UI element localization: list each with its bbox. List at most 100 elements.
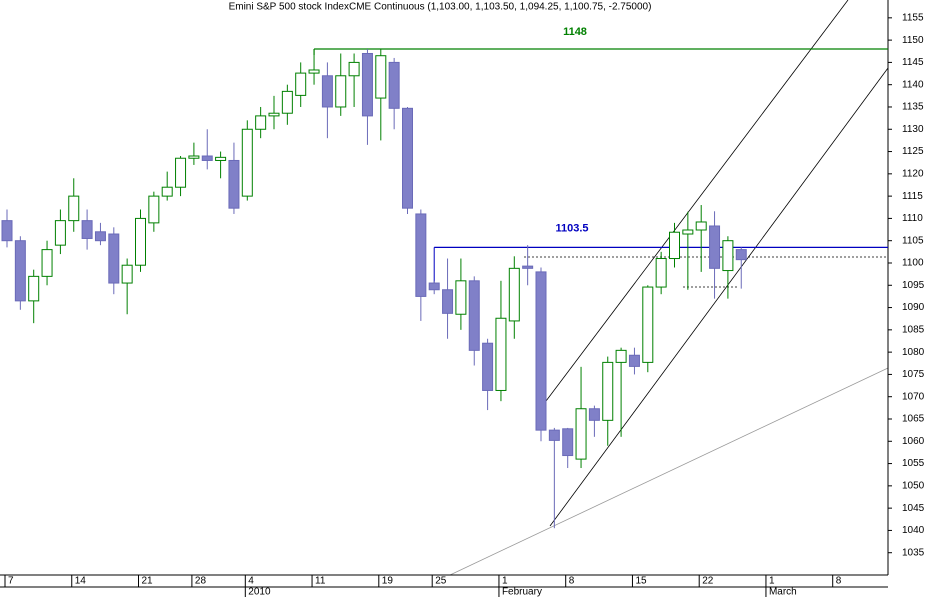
candle-body [41,249,53,277]
candle-body [1,220,13,242]
candle-body [522,265,534,269]
chart-title: Emini S&P 500 stock IndexCME Continuous … [229,2,652,13]
x-tick-label: 14 [75,576,87,587]
candle-body [54,220,66,246]
candle-body [588,408,600,421]
candle-body [628,354,640,367]
candle-body [228,159,240,209]
y-tick-label: 1060 [902,436,925,447]
candle-body [135,217,146,266]
candle-body [161,186,173,197]
period-label: 2010 [248,587,271,597]
x-tick-label: 19 [382,576,394,587]
y-tick-label: 1150 [902,35,924,46]
y-tick-label: 1055 [902,458,925,469]
candle-body [241,128,253,197]
candle-body [321,75,333,108]
candle-body [28,275,40,302]
x-tick-label: 25 [435,576,447,587]
x-tick-label: 28 [195,576,207,587]
candle-body [415,213,427,297]
candle-body [562,428,574,457]
level-label: 1148 [563,26,587,38]
y-tick-label: 1085 [902,324,925,335]
y-tick-label: 1125 [902,146,924,157]
x-tick-label: 4 [248,576,254,587]
y-tick-label: 1080 [902,347,925,358]
candle-body [81,220,93,239]
candle-body [495,317,507,391]
y-tick-label: 1050 [902,480,925,491]
candle-body [215,156,227,161]
candle-body [255,115,267,130]
y-tick-label: 1110 [902,213,923,224]
y-tick-label: 1040 [902,525,925,536]
y-tick-label: 1155 [902,12,924,23]
y-tick-label: 1140 [902,79,924,90]
x-tick-label: 8 [836,576,842,587]
x-tick-label: 7 [8,576,14,587]
candle-body [615,349,627,363]
candle-body [535,271,547,431]
y-tick-label: 1120 [902,168,924,179]
candle-body [335,75,347,108]
y-tick-label: 1045 [902,503,925,514]
level-label: 1103.5 [555,222,588,234]
candle-body [375,55,387,99]
candle-body [482,342,494,391]
y-tick-label: 1105 [902,235,924,246]
long-trendline [449,367,889,576]
candle-body [709,225,721,269]
period-label: March [769,587,797,597]
annotations [449,0,889,576]
candle-body [108,233,120,284]
candle-body [148,195,160,224]
candle-body [348,61,360,77]
candle-body [295,72,307,96]
candle-body [402,107,413,209]
y-tick-label: 1135 [902,102,924,113]
y-tick-label: 1145 [902,57,924,68]
candle-body [188,155,200,159]
candle-body [121,264,133,284]
candle-body [68,195,80,222]
y-tick-label: 1095 [902,280,925,291]
candle-body [442,289,454,314]
candle-body [455,280,467,315]
candle-body [602,361,614,421]
candle-body [575,408,587,460]
candle-body [308,69,320,74]
y-tick-label: 1035 [902,547,925,558]
candle-body [682,229,694,235]
candle-body [508,267,520,322]
candle-body [695,221,707,231]
y-tick-label: 1100 [902,258,924,269]
candle-body [548,429,560,441]
y-tick-label: 1070 [902,391,925,402]
y-tick-label: 1075 [902,369,925,380]
candle-body [642,286,654,363]
x-tick-label: 15 [635,576,647,587]
x-tick-label: 21 [142,576,154,587]
candle-body [268,112,280,117]
candle-body [655,258,667,288]
y-tick-label: 1115 [902,191,923,202]
channel-lower [549,67,889,527]
candle-body [281,90,293,114]
candle-body [94,231,106,242]
candle-body [388,61,400,109]
candle-body [669,231,680,260]
x-tick-label: 22 [702,576,714,587]
channel-upper [536,0,849,414]
y-tick-label: 1130 [902,124,924,135]
candle-body [722,240,734,272]
candle-body [201,155,213,161]
y-tick-label: 1090 [902,302,925,313]
x-tick-label: 8 [569,576,575,587]
candle-body [14,240,26,302]
candle-body [361,52,373,117]
period-label: February [502,587,542,597]
candle-body [468,280,480,351]
candle-body [735,249,747,261]
